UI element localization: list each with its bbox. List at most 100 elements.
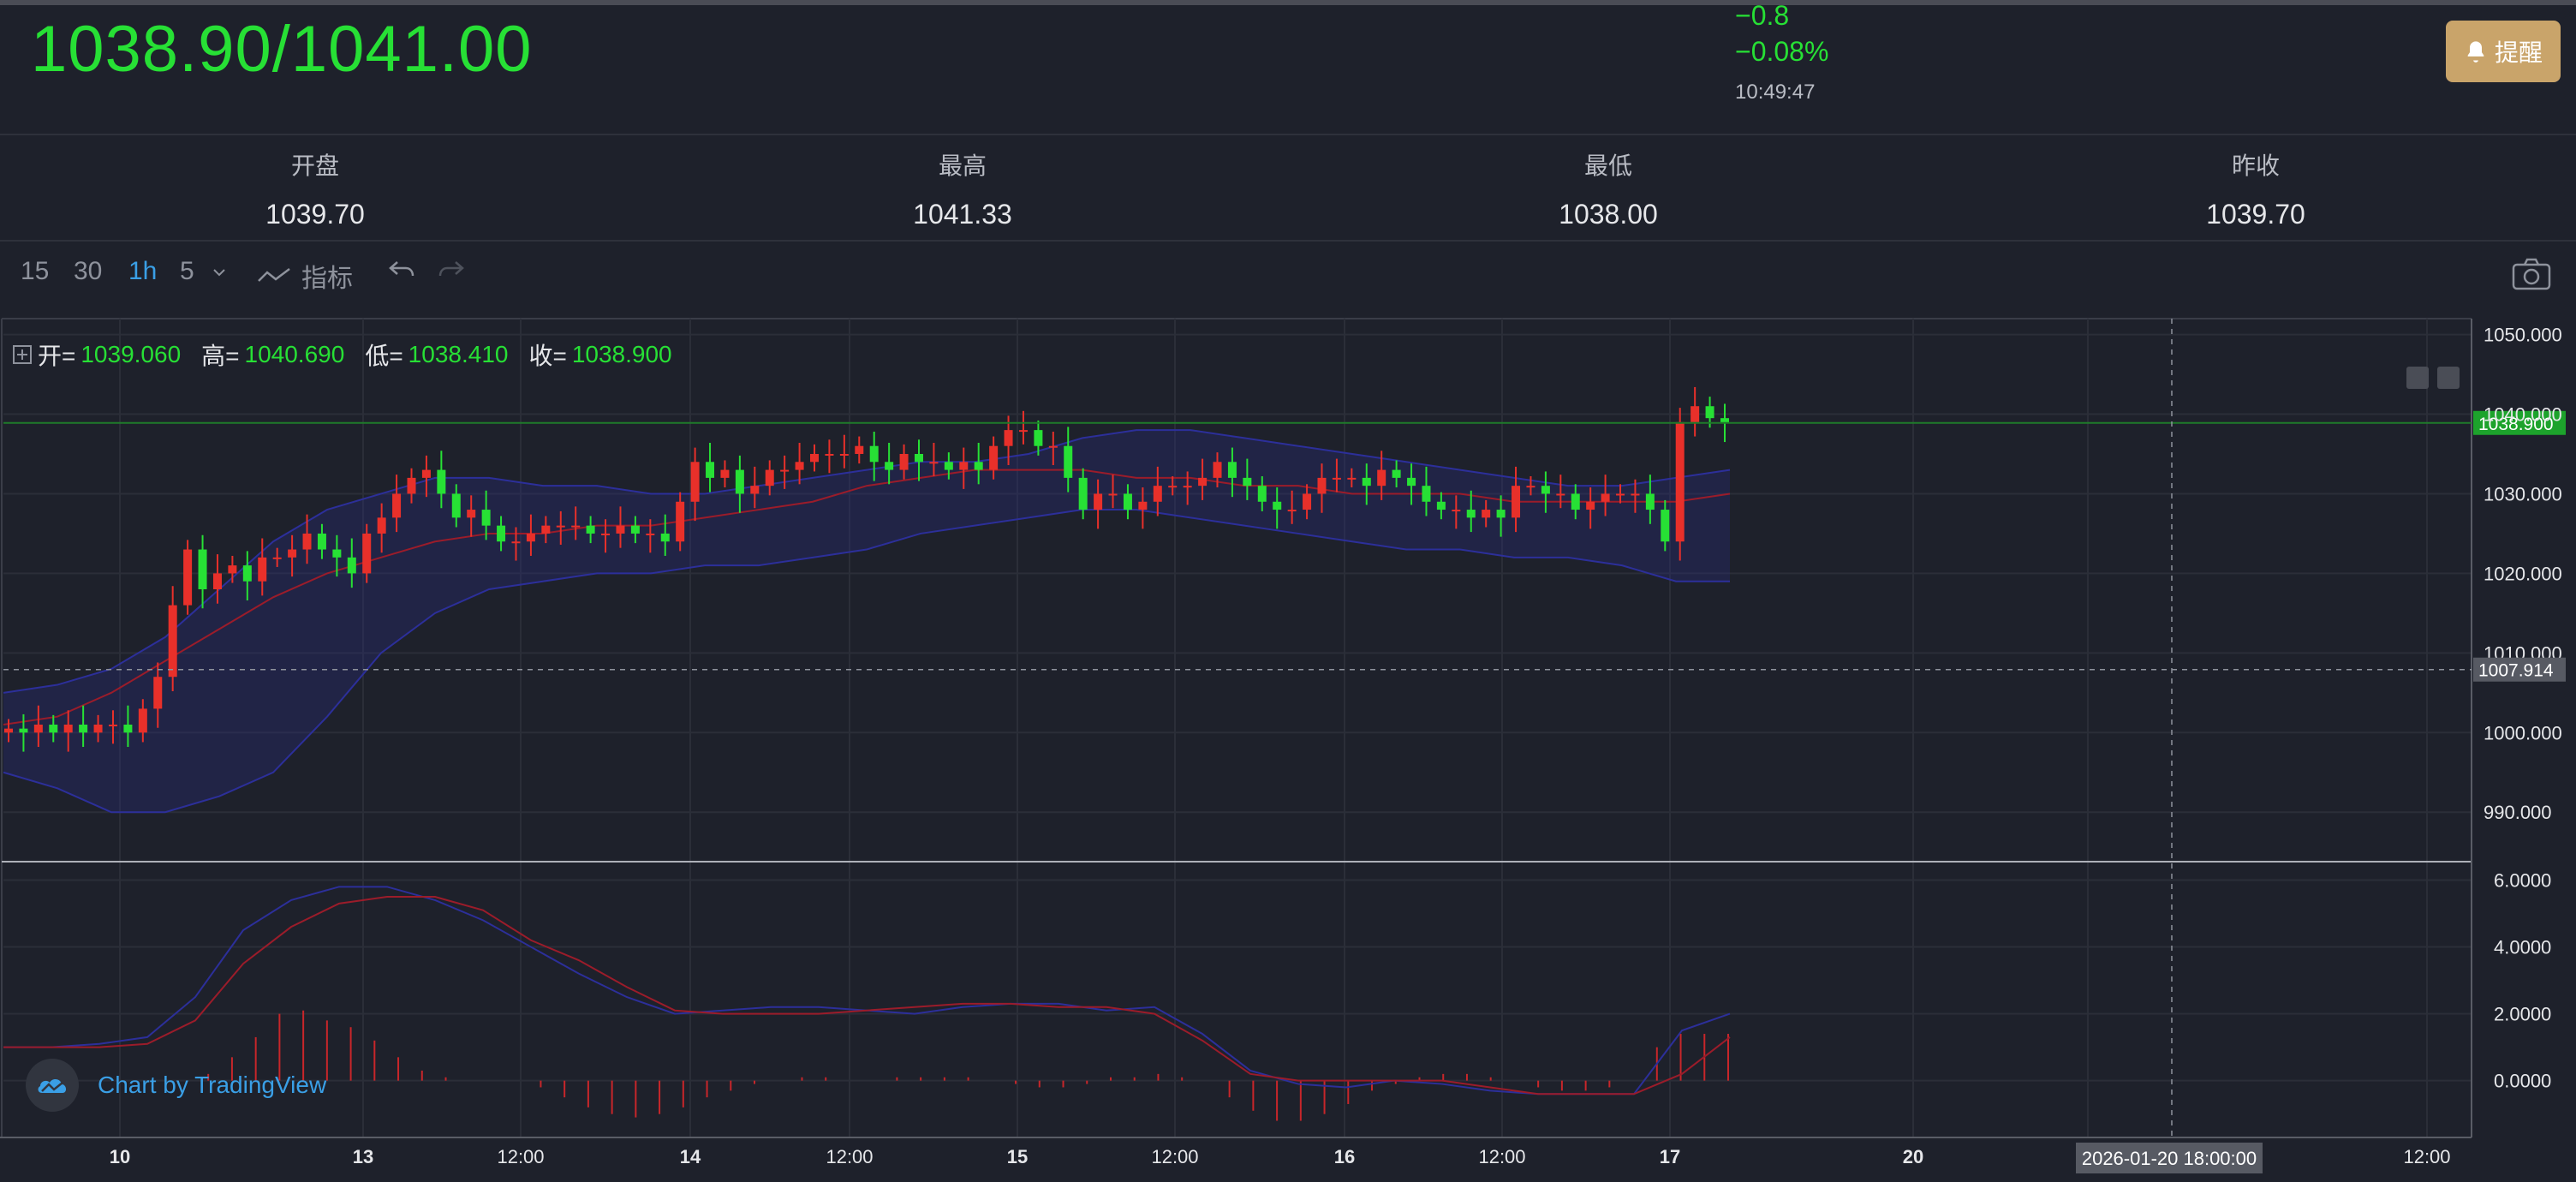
header-divider (0, 134, 2576, 135)
candle-body (511, 541, 521, 544)
candle-body (601, 533, 611, 535)
candle-body (556, 525, 565, 528)
open-label: 开= (38, 343, 76, 369)
interval-15[interactable]: 15 (21, 257, 50, 285)
tradingview-branding[interactable]: Chart by TradingView (26, 1059, 326, 1112)
macd-signal-line (3, 896, 1731, 1095)
candle-body (706, 462, 715, 478)
undo-button[interactable] (387, 257, 416, 290)
candle-body (1541, 486, 1550, 494)
close-label: 收= (528, 343, 567, 369)
candle-body (1347, 477, 1357, 480)
collapse-legend-icon[interactable] (12, 344, 33, 365)
candle-body (646, 533, 655, 535)
interval-dropdown[interactable]: 5 (180, 257, 229, 286)
time-tick-label: 12:00 (497, 1146, 544, 1167)
candle-body (1018, 430, 1028, 433)
candle-body (212, 573, 222, 589)
price-tick-label: 1000.000 (2484, 722, 2562, 743)
high-label: 高= (201, 343, 240, 369)
candle-body (437, 469, 446, 494)
time-tick-label: 13 (353, 1146, 373, 1167)
candle-body (49, 725, 58, 733)
candle-body (1571, 493, 1580, 510)
candle-body (4, 728, 13, 733)
scroll-down-button (2406, 367, 2429, 389)
candle-body (825, 454, 834, 456)
interval-1h[interactable]: 1h (128, 257, 158, 285)
stat-low-label: 最低 (1583, 152, 1632, 179)
candle-body (1287, 510, 1297, 512)
time-tick-label: 10 (110, 1146, 130, 1167)
time-tick-label: 20 (1903, 1146, 1923, 1167)
bollinger-upper-line (3, 429, 1731, 694)
candle-body (1496, 510, 1506, 518)
camera-icon[interactable] (2511, 257, 2552, 291)
time-tick-label: 12:00 (1478, 1146, 1525, 1167)
candle-body (1526, 486, 1535, 488)
indicator-line-icon (258, 268, 290, 282)
interval-30[interactable]: 30 (74, 257, 103, 285)
candle-body (1257, 486, 1267, 502)
crosshair-time-tag (2076, 1143, 2263, 1173)
candle-body (1645, 493, 1655, 510)
macd-tick-label: 6.0000 (2494, 870, 2551, 892)
low-value: 1038.410 (408, 341, 509, 367)
candle-body (1108, 493, 1118, 496)
alert-button[interactable]: 提醒 (2446, 21, 2561, 82)
candle-body (362, 533, 372, 574)
candle-body (855, 445, 864, 454)
cloud-icon (38, 1079, 67, 1093)
bell-icon (2467, 41, 2484, 63)
indicators-label: 指标 (301, 265, 353, 293)
price-tick-label: 1020.000 (2484, 563, 2562, 584)
candle-body (1690, 406, 1700, 422)
stat-prev-close-label: 昨收 (2231, 152, 2280, 179)
candle-body (1168, 486, 1178, 488)
candle-body (795, 462, 804, 470)
time-tick-label: 15 (1007, 1146, 1028, 1167)
candle-body (302, 533, 312, 550)
time-tick-label: 12:00 (826, 1146, 873, 1167)
candle-body (690, 462, 700, 502)
time-tick-label: 12:00 (2403, 1146, 2450, 1167)
open-value: 1039.060 (80, 341, 182, 367)
candle-body (1138, 501, 1148, 510)
candle-body (541, 525, 551, 534)
ohlc-legend: 开= 1039.060 高= 1040.690 低= 1038.410 收= 1038.… (12, 337, 688, 372)
candle-body (571, 525, 581, 528)
candle-body (123, 725, 133, 733)
stat-high: 最高 1041.33 (791, 0, 1134, 230)
price-tick-label: 1040.000 (2484, 404, 2562, 426)
redo-button[interactable] (437, 257, 466, 290)
candle-body (720, 469, 730, 478)
candle-body (332, 549, 342, 558)
candle-body (526, 533, 535, 542)
stat-high-value: 1041.33 (913, 199, 1012, 230)
candle-body (735, 469, 744, 494)
candle-body (765, 469, 774, 487)
candle-body (1227, 462, 1237, 478)
stat-open-value: 1039.70 (265, 199, 365, 230)
candle-body (1466, 510, 1476, 518)
branding-text: Chart by TradingView (98, 1072, 327, 1098)
candle-body (242, 565, 252, 582)
candle-body (1705, 406, 1714, 419)
candle-body (944, 462, 953, 470)
candle-body (347, 557, 356, 574)
time-tick-label: 14 (680, 1146, 701, 1167)
candle-body (1273, 501, 1282, 510)
candle-body (1601, 493, 1610, 502)
chevron-down-icon (213, 269, 225, 277)
candle-body (1123, 493, 1132, 510)
candle-body (989, 445, 999, 470)
indicators-button[interactable]: 指标 (257, 257, 353, 295)
candle-body (929, 462, 939, 464)
stat-low-value: 1038.00 (1559, 199, 1658, 230)
candle-body (153, 677, 163, 709)
candle-body (1407, 477, 1416, 487)
candle-body (974, 462, 983, 470)
candle-body (1183, 486, 1192, 488)
candle-body (1720, 418, 1729, 423)
